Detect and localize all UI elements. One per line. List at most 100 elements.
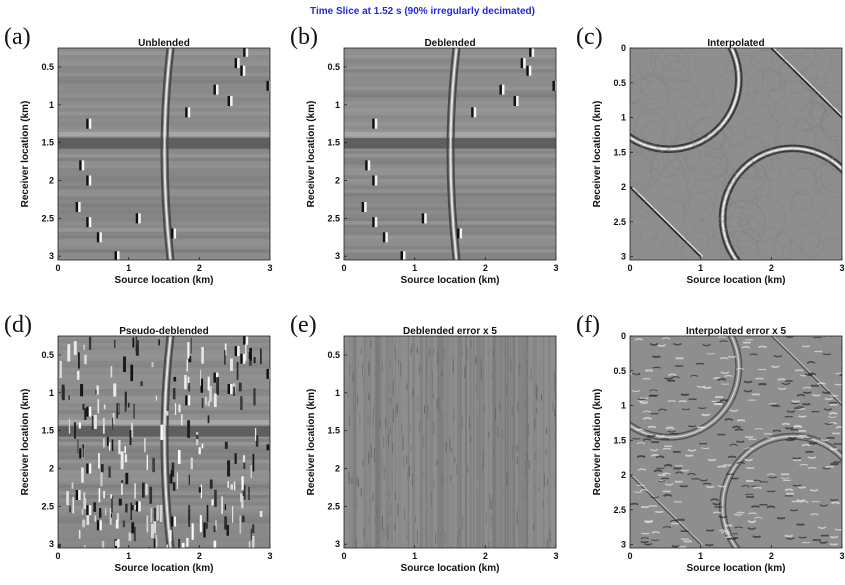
noise-streak	[804, 437, 813, 440]
noise-streak	[642, 410, 652, 413]
noise-streak	[400, 362, 402, 377]
noise-streak	[209, 386, 212, 402]
noise-streak	[364, 336, 366, 548]
noise-streak	[364, 381, 366, 392]
noise-streak	[129, 430, 132, 446]
noise-streak	[649, 389, 658, 392]
image-event	[501, 84, 505, 95]
x-tick-label: 2	[197, 551, 202, 561]
noise-streak	[467, 465, 469, 474]
noise-streak	[724, 418, 734, 421]
image-band	[58, 470, 270, 475]
noise-streak	[392, 408, 394, 423]
noise-streak	[361, 376, 363, 382]
noise-streak	[383, 436, 385, 448]
noise-streak	[255, 435, 259, 447]
noise-streak	[417, 396, 419, 412]
noise-streak	[821, 391, 831, 395]
noise-streak	[394, 491, 396, 501]
plot-frame	[57, 335, 271, 549]
noise-streak	[224, 516, 227, 530]
noise-streak	[428, 348, 430, 358]
noise-streak	[366, 540, 368, 548]
noise-streak	[181, 542, 185, 548]
noise-streak	[252, 524, 255, 534]
image-texture	[782, 242, 802, 260]
noise-streak	[130, 502, 132, 520]
y-tick-label: 0.5	[41, 62, 54, 72]
image-band	[344, 118, 556, 123]
noise-streak	[516, 445, 518, 452]
image-band	[58, 523, 270, 528]
noise-streak	[200, 369, 202, 386]
noise-streak	[347, 391, 349, 398]
image-event	[721, 147, 842, 260]
image-texture	[725, 212, 750, 237]
noise-streak	[120, 483, 123, 496]
image-band	[58, 196, 270, 201]
noise-streak	[406, 470, 408, 479]
noise-streak	[357, 394, 359, 406]
noise-streak	[249, 360, 252, 366]
noise-streak	[431, 336, 433, 548]
noise-streak	[537, 336, 540, 548]
noise-streak	[442, 336, 445, 548]
noise-streak	[406, 455, 408, 465]
noise-streak	[74, 422, 76, 439]
noise-streak	[736, 461, 745, 465]
noise-streak	[423, 472, 425, 478]
noise-streak	[96, 385, 99, 395]
noise-streak	[710, 498, 719, 502]
noise-streak	[743, 389, 753, 393]
noise-streak	[461, 347, 463, 357]
noise-streak	[207, 415, 210, 424]
noise-streak	[554, 409, 556, 417]
image-band	[344, 182, 556, 187]
image-band	[58, 199, 270, 205]
noise-streak	[404, 340, 406, 348]
noise-streak	[397, 503, 399, 516]
noise-streak	[445, 464, 447, 470]
noise-streak	[673, 343, 682, 346]
image-event	[99, 520, 102, 531]
image-texture	[662, 61, 690, 90]
panel-letter: (a)	[4, 24, 31, 50]
noise-streak	[664, 377, 673, 380]
x-tick-label: 1	[126, 551, 131, 561]
noise-streak	[176, 472, 178, 489]
noise-streak	[423, 435, 425, 447]
noise-streak	[389, 427, 391, 434]
noise-streak	[661, 337, 671, 340]
noise-streak	[548, 336, 551, 548]
x-axis-label: Source location (km)	[401, 275, 500, 286]
image-texture	[653, 150, 681, 178]
image-band	[344, 111, 556, 116]
panel-b: (b) Deblended 0 1 2 3 0.5 1 1.5 2 2.5 3 Source loc…	[286, 24, 559, 286]
noise-streak	[733, 513, 743, 516]
noise-streak	[124, 391, 127, 407]
noise-streak	[663, 493, 673, 497]
noise-streak	[388, 336, 391, 548]
noise-streak	[792, 484, 802, 487]
noise-streak	[253, 388, 256, 406]
y-tick-label: 1	[49, 100, 54, 110]
image-texture	[630, 188, 639, 203]
noise-streak	[528, 460, 530, 470]
image-texture	[726, 165, 771, 210]
noise-streak	[205, 396, 207, 406]
noise-streak	[466, 347, 468, 359]
noise-streak	[442, 418, 444, 427]
noise-streak	[499, 493, 501, 504]
noise-streak	[521, 526, 523, 540]
image-band	[58, 343, 270, 348]
noise-streak	[501, 430, 503, 440]
noise-streak	[421, 540, 423, 547]
noise-streak	[164, 391, 167, 406]
x-tick-label: 3	[839, 551, 844, 561]
noise-streak	[388, 448, 390, 456]
image-content	[58, 48, 270, 260]
noise-streak	[371, 336, 374, 548]
image-texture	[686, 227, 710, 251]
image-band	[58, 540, 270, 546]
image-texture	[820, 156, 842, 194]
